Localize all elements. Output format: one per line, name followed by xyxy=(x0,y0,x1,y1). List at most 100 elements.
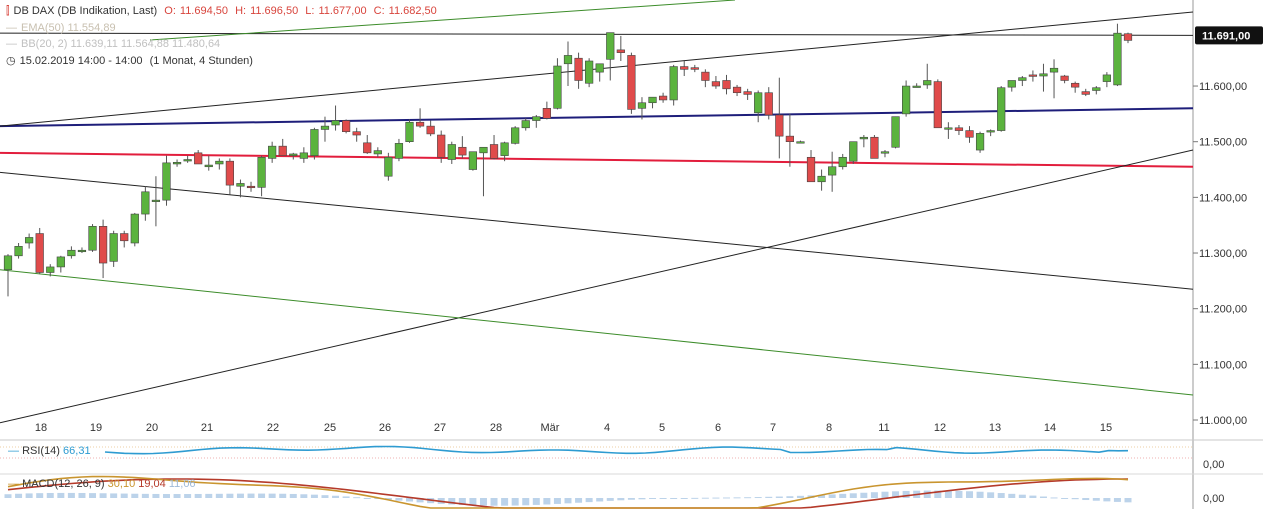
candle-body xyxy=(902,85,911,115)
candle-body xyxy=(479,146,488,154)
macd-hist-bar xyxy=(321,495,329,498)
last-price-line xyxy=(0,32,1194,36)
x-tick-label: 8 xyxy=(826,422,832,434)
ema-line-icon: — xyxy=(6,22,17,34)
candle xyxy=(447,141,456,164)
macd-hist-bar xyxy=(501,498,509,506)
candle xyxy=(120,230,129,248)
candle-body xyxy=(109,233,118,262)
green-channel-upper xyxy=(149,0,736,41)
candle-body xyxy=(806,156,816,183)
macd-hist-bar xyxy=(141,493,149,498)
x-tick-label: 15 xyxy=(1100,422,1112,434)
macd-hist-bar xyxy=(110,493,118,498)
macd-hist-bar xyxy=(744,497,752,499)
candle-body xyxy=(511,127,520,144)
macd-hist-bar xyxy=(849,493,857,498)
macd-hist-bar xyxy=(406,498,414,502)
candle-body xyxy=(437,134,446,158)
macd-hist-bar xyxy=(691,497,699,499)
candle xyxy=(944,122,953,139)
candle xyxy=(1018,76,1027,87)
macd-hist-bar xyxy=(1071,498,1079,500)
candle xyxy=(1081,88,1090,97)
candle-body xyxy=(67,249,76,257)
x-tick-label: 18 xyxy=(35,422,47,434)
y-axis: 11.000,00 11.100,00 11.200,00 11.300,00 11.4… xyxy=(1193,26,1263,427)
candle-body xyxy=(764,92,773,116)
candle xyxy=(669,64,678,106)
candle xyxy=(1007,80,1016,92)
y-tick-label: 11.600,00 xyxy=(1199,81,1247,93)
x-tick-label: 14 xyxy=(1044,422,1056,434)
macd-hist-bar xyxy=(184,494,192,498)
candle xyxy=(373,147,382,158)
candle-body xyxy=(658,95,668,101)
macd-hist-bar xyxy=(46,492,54,498)
candle xyxy=(25,233,34,249)
macd-hist-bar xyxy=(923,490,931,498)
candle-body xyxy=(1039,73,1048,77)
rsi-value: 66,31 xyxy=(63,445,91,457)
bb-legend[interactable]: — BB(20, 2) 11.639,11 11.564,88 11.480,64 xyxy=(6,38,224,50)
candle-body xyxy=(236,183,245,187)
candle-body xyxy=(838,156,847,168)
macd-hist-bar xyxy=(828,494,836,498)
y-tick-label: 11.000,00 xyxy=(1199,415,1247,427)
candle xyxy=(690,64,699,73)
candle-body xyxy=(25,237,34,244)
high-value: 11.696,50 xyxy=(250,5,299,17)
candle xyxy=(658,92,668,103)
candle xyxy=(56,255,65,273)
candle-body xyxy=(817,175,826,183)
candle-body xyxy=(342,120,351,132)
candle-body xyxy=(363,142,372,154)
macd-signal-value: 19,04 xyxy=(138,478,166,490)
candle xyxy=(500,141,509,162)
rsi-axis-label: 0,00 xyxy=(1203,459,1224,471)
candle-body xyxy=(722,80,731,90)
candle-body xyxy=(77,249,87,253)
period-legend[interactable]: ◷ 15.02.2019 14:00 - 14:00 (1 Monat, 4 St… xyxy=(6,54,257,67)
macd-hist-bar xyxy=(585,498,593,503)
macd-value: 30,10 xyxy=(107,478,136,490)
macd-legend[interactable]: — MACD(12, 26, 9) 30,10 19,04 11,06 xyxy=(8,478,196,490)
macd-hist-bar xyxy=(67,492,75,498)
candle xyxy=(986,129,995,137)
candle xyxy=(109,230,118,267)
candle xyxy=(553,58,562,110)
candle xyxy=(616,35,625,61)
candle xyxy=(764,87,773,120)
candle xyxy=(511,126,520,145)
candle-body xyxy=(35,233,44,273)
rsi-panel: 0,00 xyxy=(0,445,1224,471)
instrument-legend[interactable]: ⫿ DB DAX (DB Indikation, Last) O: 11.694,5… xyxy=(6,5,441,18)
rsi-legend[interactable]: — RSI(14) 66,31 xyxy=(8,445,91,457)
macd-hist-bar xyxy=(659,498,667,499)
macd-hist-bar xyxy=(25,493,33,498)
candle-body xyxy=(394,143,404,159)
rising-trend-line xyxy=(0,149,1194,424)
macd-hist-bar xyxy=(310,494,318,498)
candle-body xyxy=(56,256,65,268)
candle xyxy=(151,176,161,227)
macd-hist-bar xyxy=(987,492,995,498)
candle-body xyxy=(489,144,499,159)
candle-body xyxy=(637,102,647,109)
macd-hist-bar xyxy=(236,493,244,498)
ema-legend[interactable]: — EMA(50) 11.554,89 xyxy=(6,22,120,34)
candle xyxy=(98,219,108,279)
candle xyxy=(849,141,858,164)
candle-body xyxy=(849,141,858,162)
candle xyxy=(859,135,868,148)
macd-hist-bar xyxy=(1082,498,1090,501)
candle xyxy=(1092,86,1101,95)
rsi-line xyxy=(104,445,1129,455)
macd-hist-bar xyxy=(490,498,498,506)
candle-body xyxy=(257,156,266,188)
candle xyxy=(405,119,414,143)
macd-hist-bar xyxy=(1050,497,1058,499)
x-tick-label: 12 xyxy=(934,422,946,434)
x-tick-label: 6 xyxy=(715,422,721,434)
